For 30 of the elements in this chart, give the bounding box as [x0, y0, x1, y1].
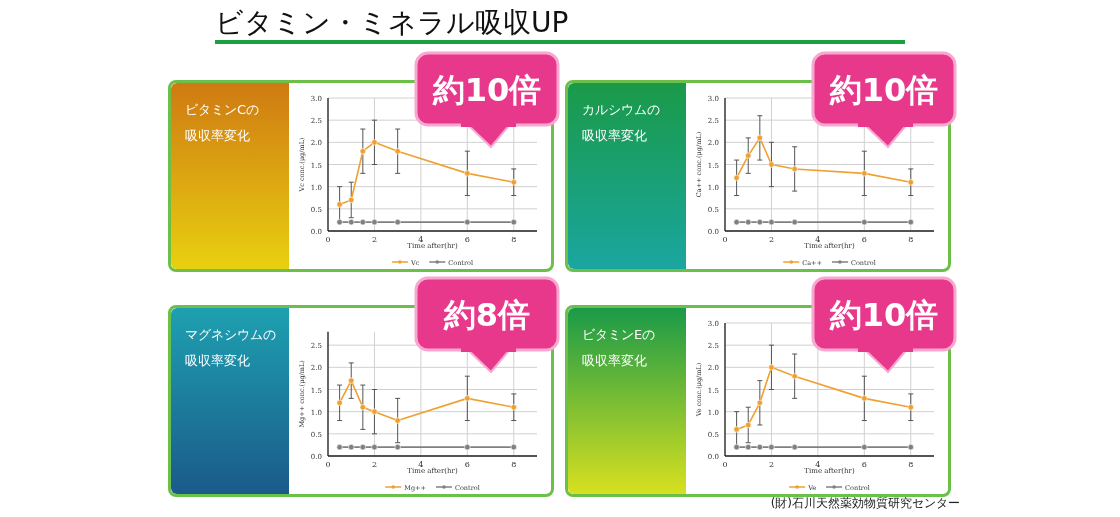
text: ビタミンEの吸収率変化 [582, 326, 656, 370]
x-tick-label: 8 [511, 235, 517, 244]
x-tick-label: 0 [325, 235, 331, 244]
x-tick-label: 0 [325, 460, 331, 469]
x-tick-label: 0 [722, 235, 728, 244]
annotation: 約10倍 [828, 296, 939, 334]
x-tick-label: 6 [464, 460, 470, 469]
annotation: 約10倍 [828, 71, 939, 109]
text: ビタミンCの吸収率変化 [185, 101, 260, 145]
x-tick-label: 8 [908, 460, 914, 469]
x-tick-label: 0 [722, 460, 728, 469]
x-tick-label: 8 [511, 460, 517, 469]
x-tick-label: 4 [418, 460, 424, 469]
text: カルシウムの吸収率変化 [582, 101, 660, 145]
annotation: 約8倍 [442, 296, 531, 334]
annotation: 約10倍 [431, 71, 542, 109]
text: ビタミン・ミネラル吸収UP [215, 5, 569, 41]
text: (財)石川天然薬効物質研究センター [770, 495, 960, 512]
x-tick-label: 2 [768, 460, 774, 469]
x-tick-label: 4 [815, 460, 821, 469]
text: マグネシウムの吸収率変化 [185, 326, 276, 370]
x-tick-label: 4 [815, 235, 821, 244]
x-tick-label: 2 [371, 460, 377, 469]
x-tick-label: 2 [768, 235, 774, 244]
x-tick-label: 6 [464, 235, 470, 244]
x-tick-label: 6 [861, 460, 867, 469]
x-tick-label: 8 [908, 235, 914, 244]
x-tick-label: 2 [371, 235, 377, 244]
x-tick-label: 6 [861, 235, 867, 244]
x-tick-label: 4 [418, 235, 424, 244]
